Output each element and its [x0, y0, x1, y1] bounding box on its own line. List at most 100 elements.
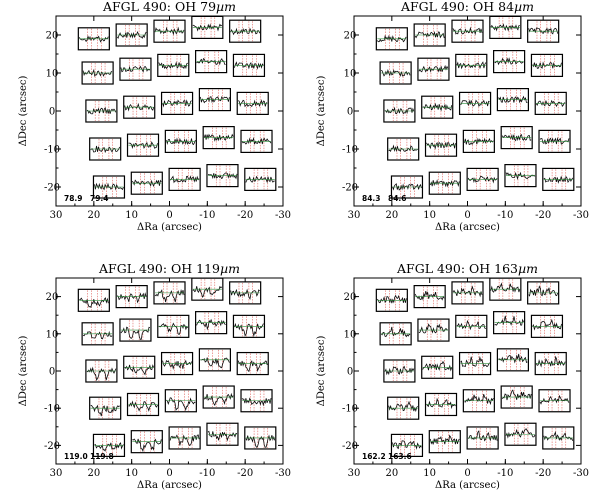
spectrum-trace: [162, 99, 192, 108]
spaxel: [421, 355, 454, 379]
spectrum-trace: [158, 322, 189, 336]
spaxel: [417, 318, 450, 342]
spaxel: [428, 171, 461, 195]
spectrum-trace: [234, 322, 264, 338]
x-tick-label: 20: [87, 468, 100, 479]
x-tick-label: -10: [199, 210, 215, 221]
x-axis-label: ΔRa (arcsec): [137, 480, 202, 491]
spaxel: [383, 99, 416, 123]
spaxel: [89, 137, 122, 161]
spaxel: [493, 311, 526, 335]
spaxel: [153, 19, 186, 43]
spaxel: [504, 164, 537, 188]
spaxel: [458, 351, 492, 376]
spaxel: [198, 87, 231, 112]
x-axis-label: ΔRa (arcsec): [435, 222, 500, 233]
x-tick-label: -20: [535, 210, 551, 221]
spaxel: [462, 389, 495, 413]
spectrum-trace: [116, 292, 147, 304]
x-tick-label: 0: [166, 468, 172, 479]
x-tick-label: -30: [573, 210, 589, 221]
spaxel: [530, 314, 564, 338]
spaxel: [244, 167, 277, 191]
spectrum-trace: [505, 171, 536, 181]
spectrum-trace: [132, 438, 162, 453]
wavelength-label: 163.6: [388, 452, 412, 461]
panel-title: AFGL 490: OH 84µm: [400, 0, 534, 14]
y-tick-label: -20: [44, 441, 60, 452]
spaxel: [195, 311, 228, 335]
spaxel: [206, 422, 239, 446]
spaxel: [413, 23, 446, 47]
x-tick-label: 30: [348, 210, 361, 221]
spaxel: [413, 285, 446, 309]
spaxel: [504, 422, 537, 446]
spaxel: [85, 359, 118, 383]
spectrum-trace: [467, 175, 498, 184]
spaxel: [123, 355, 156, 379]
spaxel: [198, 348, 231, 372]
x-tick-label: 10: [125, 210, 138, 221]
spaxel: [375, 288, 408, 312]
spaxel: [236, 91, 269, 116]
spectrum-trace: [460, 355, 490, 368]
y-tick-label: 10: [344, 329, 357, 340]
spaxel: [542, 426, 575, 450]
spaxel: [126, 133, 160, 157]
y-tick-label: -10: [44, 404, 60, 415]
wavelength-label: 84.3: [362, 194, 381, 203]
spaxel: [157, 53, 190, 78]
spectrum-trace: [120, 65, 151, 73]
spaxel: [417, 57, 450, 81]
panel-1: AFGL 490: OH 79µm 30 20 10 0 -10 -20 -30 20 10 0 -1…: [18, 0, 291, 233]
spectrum-trace: [377, 294, 407, 304]
spaxel: [81, 322, 114, 346]
x-tick-label: -30: [573, 468, 589, 479]
spaxel: [451, 281, 484, 305]
spectrum-trace: [86, 107, 117, 115]
spaxel: [466, 426, 499, 450]
spectrum-trace: [490, 282, 521, 293]
spectrum-trace: [380, 326, 411, 338]
spaxel: [232, 53, 266, 78]
y-tick-label: 0: [347, 367, 353, 378]
spaxel: [527, 281, 560, 305]
panel-4: AFGL 490: OH 163µm 30 20 10 0 -10 -20 -30 20 10 0 -…: [316, 261, 589, 491]
spaxel: [383, 359, 416, 383]
x-axis-label: ΔRa (arcsec): [137, 222, 202, 233]
spaxel: [538, 389, 571, 413]
spaxel: [85, 99, 118, 123]
spectrum-trace: [200, 96, 230, 104]
wavelength-label: 79.4: [90, 194, 109, 203]
y-tick-label: 10: [46, 329, 59, 340]
spectrum-trace: [376, 34, 407, 43]
x-tick-label: 20: [87, 210, 100, 221]
wavelength-label: 162.2: [362, 452, 386, 461]
spaxel: [538, 129, 571, 153]
spectrum-trace: [414, 290, 445, 301]
y-tick-label: -20: [342, 441, 358, 452]
y-tick-label: 20: [344, 31, 357, 42]
y-tick-label: 0: [49, 367, 55, 378]
spectrum-trace: [124, 364, 155, 376]
spectrum-trace: [166, 397, 196, 412]
spaxel: [424, 133, 458, 157]
spaxel: [379, 322, 412, 346]
spaxel: [160, 91, 194, 116]
x-tick-label: 30: [348, 468, 361, 479]
spaxel: [375, 27, 408, 51]
spectrum-trace: [124, 102, 155, 112]
y-tick-label: -20: [44, 183, 60, 194]
spaxel: [229, 281, 262, 305]
spectrum-trace: [532, 61, 562, 69]
y-axis-label: ΔDec (arcsec): [18, 336, 29, 407]
spaxel: [126, 392, 160, 417]
spectrum-trace: [192, 23, 223, 32]
spaxel: [89, 396, 122, 420]
y-axis-label: ΔDec (arcsec): [18, 76, 29, 147]
x-tick-label: 10: [423, 210, 436, 221]
spaxel: [123, 95, 156, 119]
spaxel: [157, 314, 190, 338]
spectrum-trace: [543, 175, 574, 184]
